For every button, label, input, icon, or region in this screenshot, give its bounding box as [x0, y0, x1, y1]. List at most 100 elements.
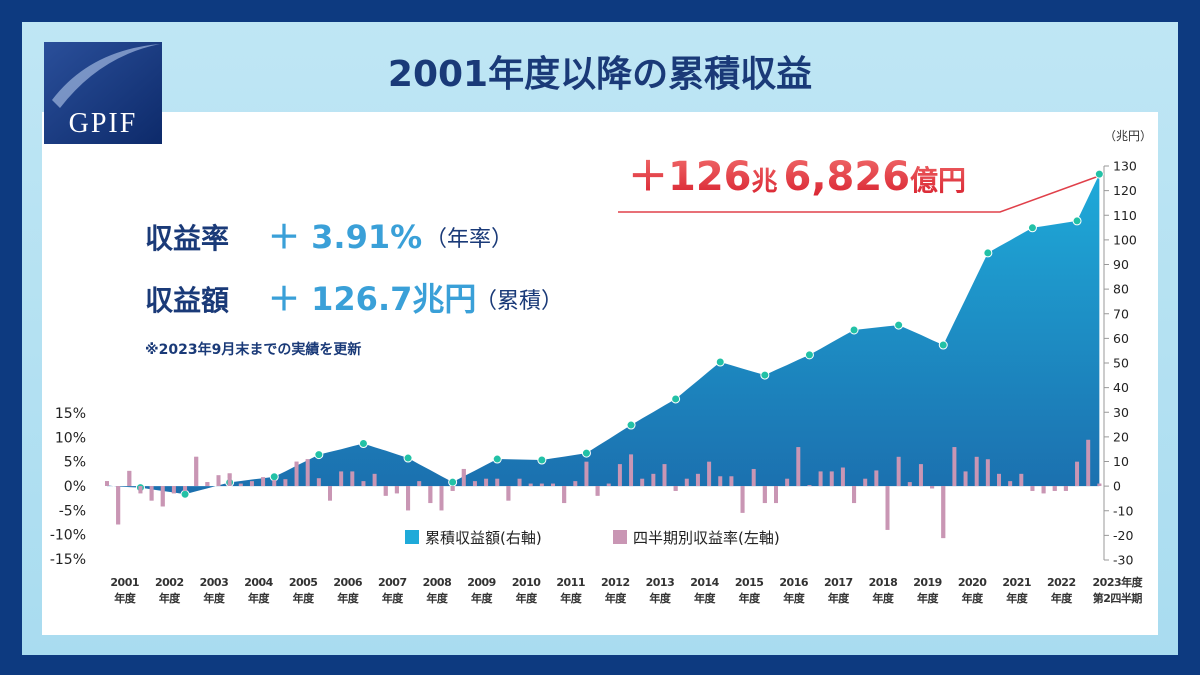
- bar: [796, 447, 801, 486]
- x-tick-label: 2014年度: [690, 576, 719, 605]
- legend-label: 四半期別収益率(左軸): [633, 529, 780, 547]
- highlight-part: 兆: [752, 167, 778, 197]
- point: [804, 350, 814, 360]
- bar: [1008, 481, 1013, 486]
- bar: [885, 486, 890, 530]
- y-tick-label: -10%: [50, 528, 86, 544]
- highlight-part: ＋126: [628, 154, 752, 200]
- bar: [673, 486, 678, 491]
- bar: [160, 486, 165, 507]
- bar: [439, 486, 444, 511]
- logo: GPIF: [44, 42, 162, 144]
- y2-tick-label: 90: [1113, 257, 1129, 272]
- point: [1027, 223, 1037, 233]
- bar: [852, 486, 857, 504]
- y2-unit: （兆円）: [1104, 129, 1152, 143]
- y2-tick-label: 50: [1113, 356, 1129, 371]
- point: [671, 394, 681, 404]
- bar: [528, 483, 533, 486]
- x-tick-label: 2018年度: [868, 576, 898, 605]
- bar: [874, 470, 879, 486]
- bar: [428, 486, 433, 504]
- legend-label: 累積収益額(右軸): [425, 529, 542, 547]
- bar: [194, 456, 199, 486]
- bar: [606, 483, 611, 486]
- y2-tick-label: -20: [1113, 528, 1133, 543]
- x-tick-label: 2023年度第2四半期: [1092, 576, 1143, 605]
- bar: [774, 486, 778, 504]
- x-tick-label: 2011年度: [556, 576, 586, 605]
- y2-tick-label: 120: [1113, 183, 1137, 198]
- bar: [762, 486, 767, 504]
- stat-label: 収益率: [145, 222, 229, 255]
- x-tick-label: 2015年度: [734, 576, 764, 605]
- stat-note: （累積）: [475, 289, 563, 314]
- x-tick-label: 2007年度: [378, 576, 407, 605]
- bar: [1030, 486, 1035, 491]
- bar: [617, 464, 622, 486]
- bar: [840, 467, 845, 486]
- bar: [138, 486, 143, 494]
- stat-note: （年率）: [425, 227, 513, 252]
- bar: [896, 456, 901, 486]
- area: [107, 174, 1100, 495]
- bar: [539, 483, 544, 486]
- highlight: ＋126兆 6,826億円: [628, 154, 966, 200]
- y-tick-label: -5%: [59, 503, 86, 519]
- x-tick-label: 2021年度: [1002, 576, 1032, 605]
- bar: [517, 478, 522, 486]
- bar: [316, 478, 321, 486]
- y2-tick-label: 70: [1113, 306, 1129, 321]
- bar: [249, 481, 254, 486]
- bar: [807, 485, 812, 486]
- bar: [595, 486, 600, 496]
- point: [1072, 216, 1082, 226]
- bar: [818, 471, 823, 486]
- bar: [472, 481, 477, 486]
- bar: [227, 473, 232, 486]
- bar: [171, 486, 176, 494]
- x-tick-label: 2013年度: [645, 576, 675, 605]
- y2-tick-label: 110: [1113, 208, 1137, 223]
- x-tick-label: 2019年度: [913, 576, 942, 605]
- x-tick-label: 2006年度: [333, 576, 363, 605]
- bar: [361, 481, 366, 486]
- chart-title: 2001年度以降の累積収益: [388, 54, 812, 95]
- point: [314, 450, 324, 460]
- bar: [205, 482, 210, 486]
- stat-value: ＋ 126.7兆円: [268, 280, 476, 318]
- bar: [506, 486, 511, 501]
- point: [715, 357, 725, 367]
- bar: [127, 470, 132, 486]
- y2-tick-label: -10: [1113, 503, 1133, 518]
- x-tick-label: 2017年度: [824, 576, 853, 605]
- point: [938, 340, 948, 350]
- x-tick-label: 2009年度: [467, 576, 496, 605]
- bar: [584, 461, 589, 486]
- x-tick-label: 2010年度: [511, 576, 541, 605]
- x-tick-label: 2022年度: [1047, 576, 1076, 605]
- bar: [105, 481, 109, 486]
- bar: [294, 461, 299, 486]
- bar: [729, 476, 734, 486]
- point: [180, 489, 190, 499]
- y2-tick-label: 130: [1113, 159, 1137, 174]
- y2-tick-label: 10: [1113, 454, 1129, 469]
- bar: [1063, 486, 1068, 491]
- bar: [495, 478, 500, 486]
- point: [626, 420, 636, 430]
- y-tick-label: 0%: [64, 479, 86, 495]
- x-tick-label: 2003年度: [199, 576, 229, 605]
- legend-swatch: [613, 530, 627, 544]
- point: [581, 448, 591, 458]
- y2-tick-label: 30: [1113, 405, 1129, 420]
- bar: [562, 486, 567, 504]
- y-tick-label: 15%: [55, 406, 86, 422]
- bar: [383, 486, 388, 496]
- legend-swatch: [405, 530, 419, 544]
- bar: [1041, 486, 1046, 494]
- bar: [918, 464, 923, 486]
- point: [983, 248, 993, 258]
